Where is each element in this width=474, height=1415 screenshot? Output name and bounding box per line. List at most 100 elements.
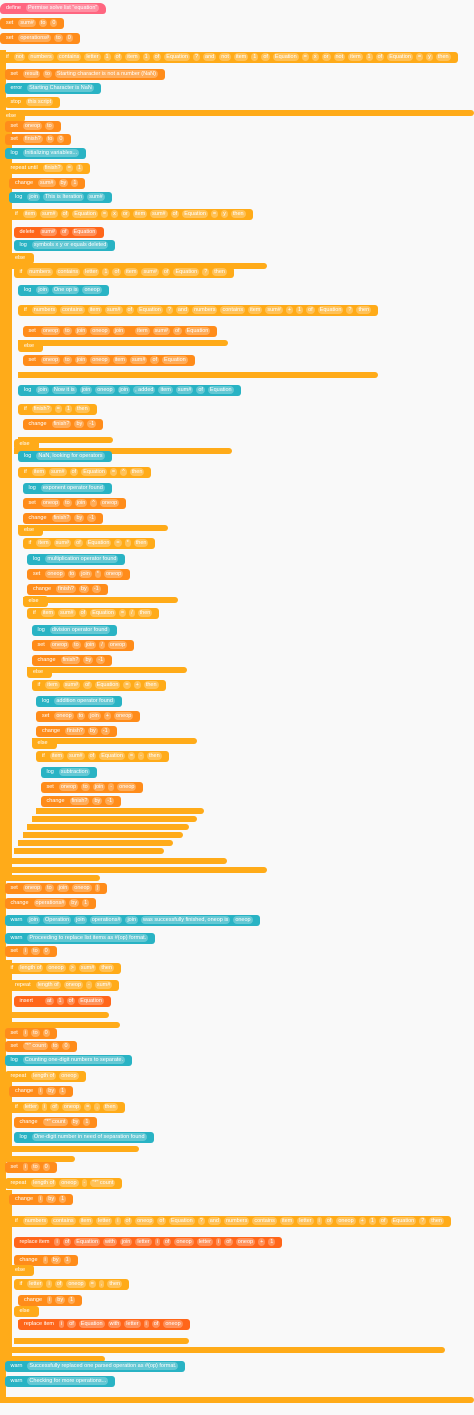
block-field: then <box>230 210 246 218</box>
block-field: join <box>74 499 88 507</box>
block-field: Equation <box>317 306 344 314</box>
code-block: if not numbers contains letter 1 of item 1 of Equa… <box>0 52 458 63</box>
code-block: if length of oneop > sum# then <box>4 963 122 974</box>
block-keyword: if <box>33 610 36 616</box>
block-field: to <box>63 327 72 335</box>
code-block: if finish? = 1 then <box>18 404 97 415</box>
block-field: oneop <box>22 122 43 130</box>
code-block: error Starting Character is NaN <box>4 83 101 94</box>
block-keyword: warn <box>10 917 23 923</box>
c-block-end <box>13 1338 189 1344</box>
block-field: oneop <box>54 712 74 720</box>
c-block-end <box>9 1347 445 1353</box>
block-keyword: insert <box>19 998 33 1004</box>
block-field: then <box>137 609 153 617</box>
code-block: if numbers contains item letter i of oneop of Equ… <box>9 1216 451 1227</box>
block-field: operations# <box>33 899 67 907</box>
block-field: 1 <box>64 405 72 413</box>
block-field: then <box>74 405 90 413</box>
block-field: Equation <box>184 327 211 335</box>
block-field: sum# <box>53 539 72 547</box>
block-field: join <box>56 884 70 892</box>
code-block: repeat length of oneop <box>4 1071 86 1082</box>
block-keyword: if <box>37 682 41 688</box>
c-block-end <box>22 597 178 603</box>
code-block: change operations# by 1 <box>4 898 97 909</box>
block-field: not <box>333 53 346 61</box>
block-field: item <box>158 386 173 394</box>
block-keyword: change <box>37 657 56 663</box>
block-field: of <box>87 752 97 760</box>
block-field: x <box>311 53 319 61</box>
block-field: Equation <box>99 752 125 760</box>
block-field: 1 <box>63 1256 71 1264</box>
code-block: else <box>9 1265 35 1276</box>
c-block-end <box>13 448 232 454</box>
block-field: 1 <box>68 1296 76 1304</box>
block-field: item <box>125 53 140 61</box>
block-field: + <box>358 1217 366 1225</box>
block-field: finish? <box>69 797 90 805</box>
block-field: * <box>124 539 131 547</box>
block-field: letter <box>27 1280 44 1288</box>
block-field: contains <box>60 306 85 314</box>
c-block-spine <box>6 960 12 1030</box>
block-field: -1 <box>87 514 97 522</box>
block-field: oneop <box>45 570 65 578</box>
code-block: change finish? by -1 <box>36 726 117 737</box>
block-keyword: repeat <box>15 982 31 988</box>
block-field: i <box>41 1103 48 1111</box>
block-field: item <box>132 210 148 218</box>
block-keyword: else <box>6 113 17 119</box>
block-field: item <box>49 752 65 760</box>
block-field: by <box>87 727 98 735</box>
block-keyword: if <box>15 1104 18 1110</box>
block-field: = <box>301 53 309 61</box>
block-keyword: log <box>15 194 23 200</box>
block-field: of <box>375 53 385 61</box>
code-block: else <box>27 667 53 678</box>
block-field: -1 <box>96 656 106 664</box>
block-field: Proceeding to replace list items as #(op… <box>27 934 149 942</box>
block-field: to <box>67 570 77 578</box>
code-block: insert at 1 of Equation <box>13 996 111 1007</box>
block-field: i <box>38 1087 44 1095</box>
block-field: join <box>74 916 87 924</box>
c-block-end <box>22 832 183 838</box>
block-field: this script <box>25 98 54 106</box>
block-keyword: if <box>24 469 27 475</box>
block-field: to <box>45 884 54 892</box>
code-block: set i to 0 <box>4 1162 57 1173</box>
code-block: set oneop to join oneop) <box>4 883 108 894</box>
block-field: / <box>99 641 105 649</box>
block-keyword: replace item <box>24 1321 54 1327</box>
block-keyword: log <box>24 287 32 293</box>
block-field: ? <box>346 306 354 314</box>
code-block: log Counting one-digit numbers to separat… <box>4 1055 132 1066</box>
code-block: log One-digit number in need of separatio… <box>13 1132 154 1143</box>
c-block-end <box>4 875 100 881</box>
code-block: change i by 1 <box>18 1295 83 1306</box>
block-field: join <box>79 386 93 394</box>
block-field: then <box>107 1280 123 1288</box>
block-field: of <box>261 53 270 61</box>
block-field: sum# <box>67 752 85 760</box>
block-field: item <box>45 681 60 689</box>
block-field: to <box>81 783 90 791</box>
block-field: 0 <box>62 1042 70 1050</box>
block-field: numbers <box>22 1217 49 1225</box>
block-field: oneop <box>40 356 61 364</box>
block-keyword: set <box>28 500 36 506</box>
block-field: sum# <box>38 179 56 187</box>
block-field: then <box>146 752 162 760</box>
block-field: item <box>78 1217 94 1225</box>
block-field: Checking for more operations... <box>27 1377 109 1385</box>
block-field: x <box>111 210 118 218</box>
block-field: item <box>31 468 47 476</box>
block-field: of <box>152 53 162 61</box>
block-field: of <box>151 1320 161 1328</box>
c-block-end <box>9 858 227 864</box>
block-field: numbers <box>27 268 53 276</box>
block-field: oneop <box>163 1320 183 1328</box>
block-field: i <box>58 1320 65 1328</box>
